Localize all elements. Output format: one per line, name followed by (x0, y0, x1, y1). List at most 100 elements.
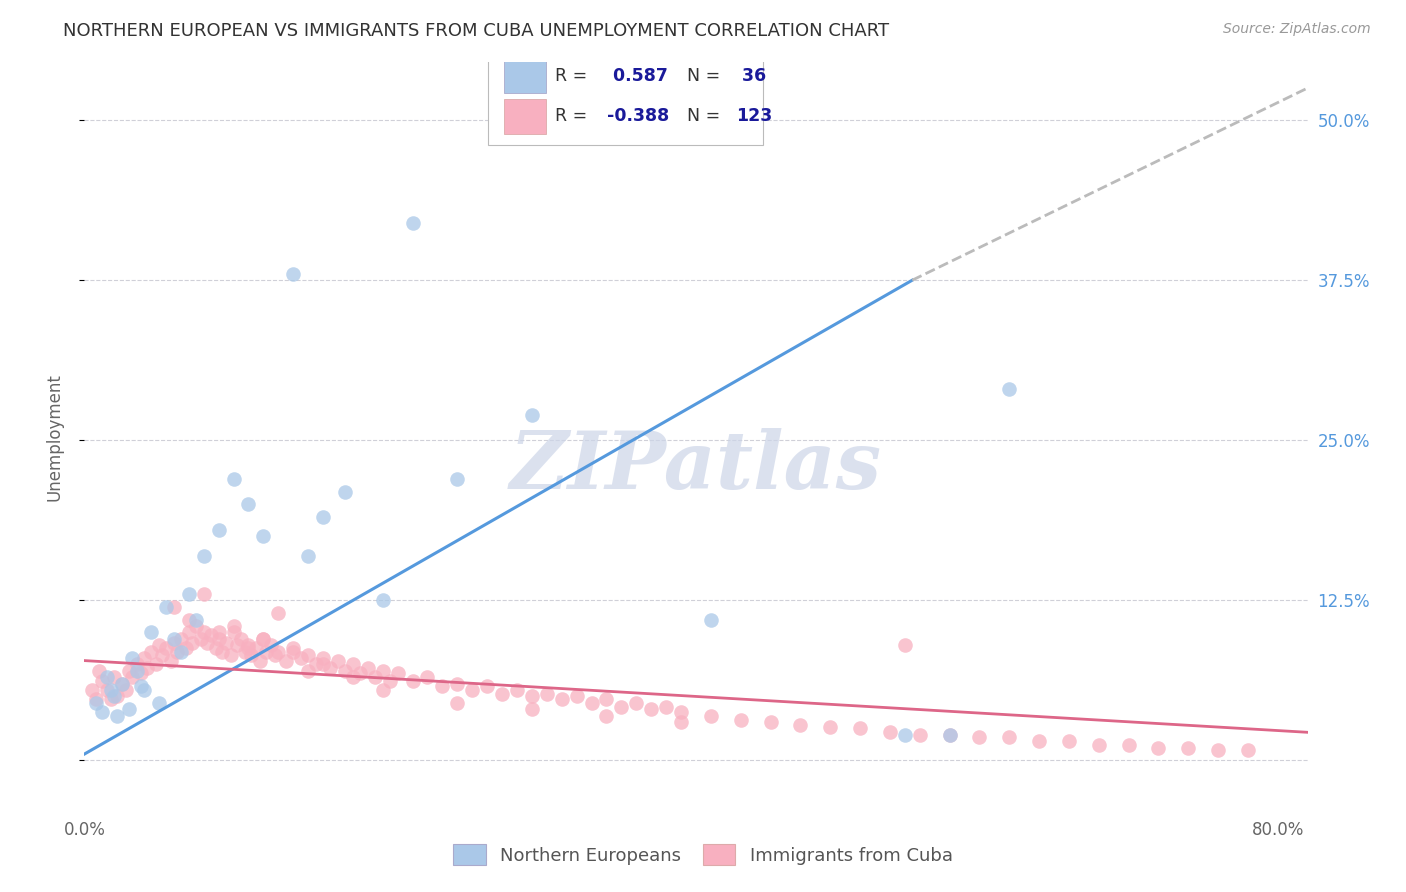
Point (1206, 743, 1229, 757)
Y-axis label: Unemployment: Unemployment (45, 373, 63, 501)
Text: 123: 123 (737, 107, 772, 125)
Point (174, 640, 197, 655)
Point (520, 702, 543, 716)
Point (100, 683, 122, 698)
FancyBboxPatch shape (503, 99, 546, 134)
Point (349, 666, 371, 681)
Point (180, 635, 202, 649)
Point (132, 651, 155, 665)
Point (163, 635, 186, 649)
Point (1057, 734, 1080, 748)
Point (155, 640, 177, 655)
Point (551, 692, 574, 706)
Point (640, 702, 662, 716)
Point (163, 632, 186, 646)
Point (461, 683, 484, 698)
Point (200, 628, 222, 642)
Point (908, 728, 931, 742)
Point (193, 549, 215, 563)
Point (118, 664, 141, 678)
Point (283, 640, 305, 655)
Point (506, 683, 529, 698)
Point (267, 606, 290, 620)
Point (177, 625, 200, 640)
Point (357, 661, 380, 675)
Point (304, 657, 326, 672)
Point (491, 687, 513, 701)
Point (283, 267, 305, 281)
Point (789, 717, 811, 731)
Point (252, 529, 274, 543)
Point (222, 625, 245, 640)
Point (297, 648, 319, 663)
Point (148, 696, 170, 710)
Point (219, 648, 242, 663)
Point (1118, 738, 1140, 752)
Point (371, 593, 394, 607)
Point (254, 645, 277, 659)
Point (121, 651, 143, 665)
Point (669, 714, 692, 729)
Point (125, 664, 148, 678)
Point (170, 632, 193, 646)
Point (145, 657, 167, 672)
Point (186, 613, 208, 627)
Point (245, 640, 267, 655)
Point (342, 657, 364, 672)
Point (103, 690, 125, 704)
Point (91, 674, 114, 689)
Point (225, 638, 247, 652)
Point (264, 648, 287, 663)
Text: -0.388: -0.388 (606, 107, 669, 125)
Point (170, 645, 193, 659)
Point (312, 510, 335, 524)
Point (446, 676, 468, 690)
FancyBboxPatch shape (488, 47, 763, 145)
Point (163, 599, 186, 614)
Text: ZIPatlas: ZIPatlas (510, 428, 882, 506)
Point (238, 497, 260, 511)
Point (141, 645, 163, 659)
Point (446, 696, 468, 710)
Point (238, 640, 260, 655)
Point (297, 549, 319, 563)
Point (111, 676, 134, 690)
Point (1237, 743, 1260, 757)
Point (215, 635, 238, 649)
Point (103, 670, 125, 684)
Point (207, 523, 229, 537)
Point (401, 215, 423, 229)
Point (387, 666, 409, 681)
Point (581, 696, 603, 710)
Point (96, 670, 118, 684)
Text: N =: N = (688, 107, 721, 125)
Point (193, 625, 215, 640)
Point (520, 690, 543, 704)
Point (125, 657, 148, 672)
Point (312, 651, 335, 665)
Point (730, 713, 752, 727)
Point (1087, 738, 1109, 752)
Point (186, 619, 208, 633)
Point (475, 679, 498, 693)
Point (160, 654, 183, 668)
Point (80, 683, 103, 698)
Text: Source: ZipAtlas.com: Source: ZipAtlas.com (1223, 22, 1371, 37)
Point (759, 714, 782, 729)
Point (195, 635, 218, 649)
Point (190, 632, 212, 646)
Point (150, 648, 173, 663)
Point (235, 645, 257, 659)
Point (565, 690, 588, 704)
Point (297, 664, 319, 678)
Point (938, 728, 960, 742)
Point (998, 382, 1021, 396)
Point (595, 708, 617, 723)
Point (655, 699, 678, 714)
Point (267, 645, 290, 659)
Point (669, 705, 692, 719)
Point (371, 664, 394, 678)
Legend: Northern Europeans, Immigrants from Cuba: Northern Europeans, Immigrants from Cuba (444, 835, 962, 874)
Point (319, 661, 342, 675)
Point (240, 648, 263, 663)
